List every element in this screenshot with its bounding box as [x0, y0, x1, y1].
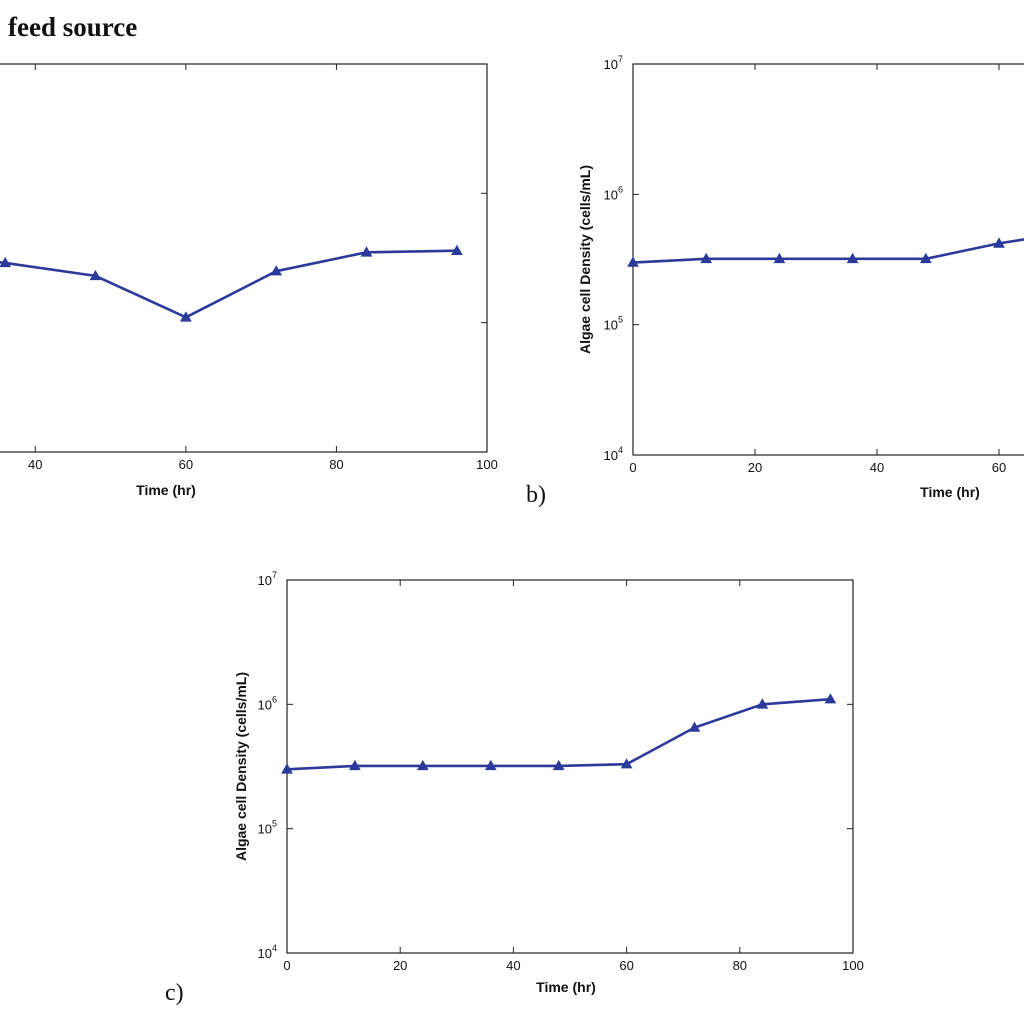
- x-tick-label: 40: [870, 460, 884, 475]
- data-point: [700, 252, 713, 264]
- data-point: [620, 758, 633, 769]
- data-point: [349, 759, 361, 771]
- data-point: [627, 256, 639, 267]
- y-tick-label: 104: [258, 943, 277, 961]
- x-tick-label: 20: [393, 958, 407, 973]
- chart-panel-c: 0 20 40 60 80 100 104 105 106 107 Time (hr) Algae c…: [233, 570, 864, 995]
- plot-frame: [0, 63, 488, 453]
- x-tick-label: 0: [283, 958, 290, 973]
- data-point: [824, 693, 837, 704]
- data-point: [773, 252, 786, 264]
- data-point: [993, 237, 1005, 248]
- data-point: [416, 759, 429, 771]
- y-tick-label: 105: [258, 819, 277, 837]
- x-tick-label: 80: [329, 457, 343, 472]
- data-point: [552, 759, 565, 771]
- data-point: [0, 256, 12, 268]
- data-point: [180, 311, 192, 322]
- panel-heading: feed source: [8, 12, 138, 42]
- panel-b-label: b): [526, 482, 546, 508]
- series-line: [0, 249, 457, 319]
- x-axis-title: Time (hr): [920, 484, 980, 500]
- x-tick-label: 40: [506, 958, 520, 973]
- chart-panel-b: 0 20 40 60 104 105 106 107 Time (hr) Algae cell D…: [577, 54, 1024, 500]
- x-tick-label: 80: [733, 958, 747, 973]
- x-tick-label: 100: [842, 958, 864, 973]
- y-axis-title: Algae cell Density (cells/mL): [577, 165, 593, 354]
- x-tick-label: 60: [619, 958, 633, 973]
- x-tick-label: 0: [629, 460, 636, 475]
- y-axis-title: Algae cell Density (cells/mL): [233, 672, 249, 861]
- data-point: [688, 721, 701, 732]
- series-line: [286, 697, 831, 771]
- y-tick-label: 104: [604, 445, 623, 463]
- data-point: [360, 246, 373, 257]
- y-tick-label: 107: [604, 54, 623, 72]
- x-tick-label: 20: [748, 460, 762, 475]
- data-point: [919, 252, 932, 264]
- x-tick-label: 40: [28, 457, 42, 472]
- y-tick-label: 107: [258, 570, 277, 588]
- data-point: [484, 759, 497, 771]
- data-point: [451, 244, 463, 255]
- x-axis-title: Time (hr): [136, 482, 196, 498]
- x-axis-title: Time (hr): [536, 979, 596, 995]
- x-tick-label: 60: [179, 457, 193, 472]
- x-tick-label: 60: [992, 460, 1006, 475]
- y-tick-label: 106: [258, 694, 277, 712]
- data-point: [281, 763, 293, 774]
- series-line: [632, 238, 1024, 264]
- chart-panel-a: 40 60 80 100 Time (hr): [0, 63, 498, 498]
- panel-c-label: c): [165, 980, 184, 1006]
- y-tick-label: 105: [604, 315, 623, 333]
- data-point: [270, 265, 283, 276]
- y-tick-label: 106: [604, 184, 623, 202]
- data-point: [846, 252, 859, 264]
- x-tick-label: 100: [476, 457, 498, 472]
- data-point: [89, 269, 102, 281]
- data-point: [756, 698, 769, 709]
